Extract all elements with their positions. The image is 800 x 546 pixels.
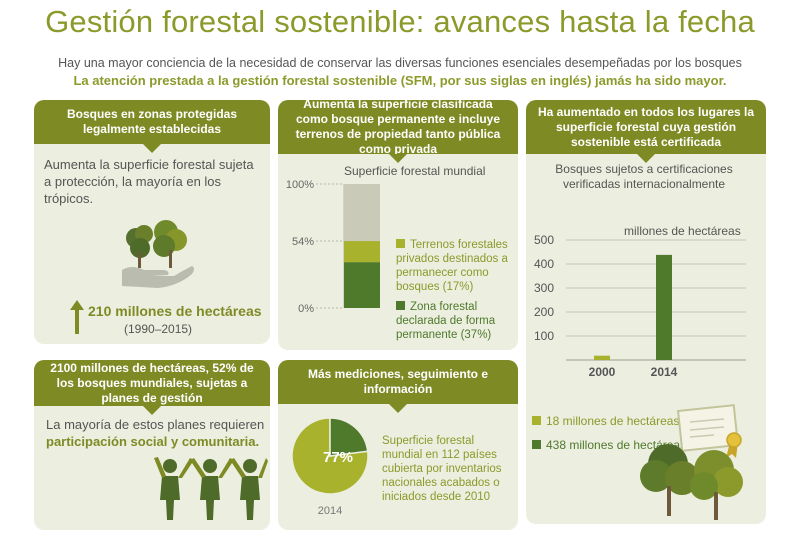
panel-certified-tip <box>637 154 655 163</box>
panel-protected: Bosques en zonas protegidas legalmente e… <box>34 100 270 344</box>
panel-plans-text: La mayoría de estos planes requieren par… <box>46 417 265 449</box>
certified-unit: millones de hectáreas <box>624 224 741 238</box>
panel-protected-tip <box>143 144 161 153</box>
stack-ytick-label: 54% <box>292 236 314 248</box>
cert-xtick-label: 2000 <box>589 365 616 379</box>
hand-holding-trees-icon <box>122 220 194 288</box>
pie-data-label: 77% <box>323 449 353 466</box>
panel-monitoring: Más mediciones, seguimiento e informació… <box>278 360 518 530</box>
cert-bar-2014 <box>656 254 672 360</box>
panel-monitoring-text: Superficie forestal mundial en 112 paíse… <box>382 435 502 503</box>
panel-permanent: Aumenta la superficie clasificada como b… <box>278 100 518 350</box>
panel-monitoring-heading: Más mediciones, seguimiento e informació… <box>278 360 518 404</box>
trees-icon <box>640 444 743 520</box>
legend-2000-swatch <box>532 416 541 425</box>
legend-public-swatch <box>396 301 405 310</box>
panel-plans-tip <box>143 406 161 415</box>
legend-2000: 18 millones de hectáreas <box>532 414 732 428</box>
legend-2014-swatch <box>532 440 541 449</box>
cert-ytick-label: 500 <box>534 233 554 247</box>
panel-plans-text-bold: participación social y comunitaria. <box>46 434 260 449</box>
up-arrow-icon <box>70 300 84 334</box>
panel-protected-heading: Bosques en zonas protegidas legalmente e… <box>34 100 270 144</box>
panel-protected-period: (1990–2015) <box>124 322 193 336</box>
legend-private: Terrenos forestales privados destinados … <box>396 239 508 293</box>
cert-ytick-label: 300 <box>534 281 554 295</box>
stack-segment-0 <box>344 262 380 308</box>
stack-segment-2 <box>344 184 380 242</box>
panel-plans-trees <box>10 440 130 540</box>
pie-slice-1 <box>329 417 369 457</box>
legend-private-swatch <box>396 239 405 248</box>
people-trees-icon <box>154 457 268 520</box>
stack-ytick-label: 100% <box>286 179 314 191</box>
panel-plans: 2100 millones de hectáreas, 52% de los b… <box>34 360 270 530</box>
certified-bar-chart: 100 200 300 400 500 2000 2014 <box>534 233 746 379</box>
panel-permanent-heading: Aumenta la superficie clasificada como b… <box>278 100 518 156</box>
panel-certified: Ha aumentado en todos los lugares la sup… <box>526 100 766 524</box>
panel-certified-heading: Ha aumentado en todos los lugares la sup… <box>526 100 766 154</box>
panel-plans-heading: 2100 millones de hectáreas, 52% de los b… <box>34 360 270 406</box>
page-subtitle: Hay una mayor conciencia de la necesidad… <box>58 56 742 70</box>
cert-bar-2000 <box>594 355 610 360</box>
legend-2014: 438 millones de hectáreas <box>532 438 732 452</box>
cert-ytick-label: 100 <box>534 329 554 343</box>
pie-year-label: 2014 <box>318 505 342 517</box>
cert-ytick-label: 400 <box>534 257 554 271</box>
certified-chart-title: Bosques sujetos a certificaciones verifi… <box>555 162 733 191</box>
panel-protected-stat: 210 millones de hectáreas <box>88 303 262 319</box>
pie-slice-0 <box>291 417 369 495</box>
permanent-stacked-chart: 0% 54% 100% <box>286 179 380 315</box>
legend-public: Zona forestal declarada de forma permane… <box>396 301 496 341</box>
stack-segment-1 <box>344 241 380 263</box>
monitoring-pie-chart: 77% 2014 <box>291 417 369 517</box>
certificate-icon <box>676 404 742 458</box>
cert-ytick-label: 200 <box>534 305 554 319</box>
page-title: Gestión forestal sostenible: avances has… <box>45 4 755 39</box>
panel-permanent-tip <box>389 154 407 163</box>
page-highlight: La atención prestada a la gestión forest… <box>73 73 727 88</box>
stack-ytick-label: 0% <box>298 303 314 315</box>
permanent-chart-title: Superficie forestal mundial <box>344 164 486 178</box>
cert-xtick-label: 2014 <box>651 365 678 379</box>
panel-monitoring-tip <box>389 404 407 413</box>
panel-protected-text: Aumenta la superficie forestal sujeta a … <box>44 157 254 206</box>
